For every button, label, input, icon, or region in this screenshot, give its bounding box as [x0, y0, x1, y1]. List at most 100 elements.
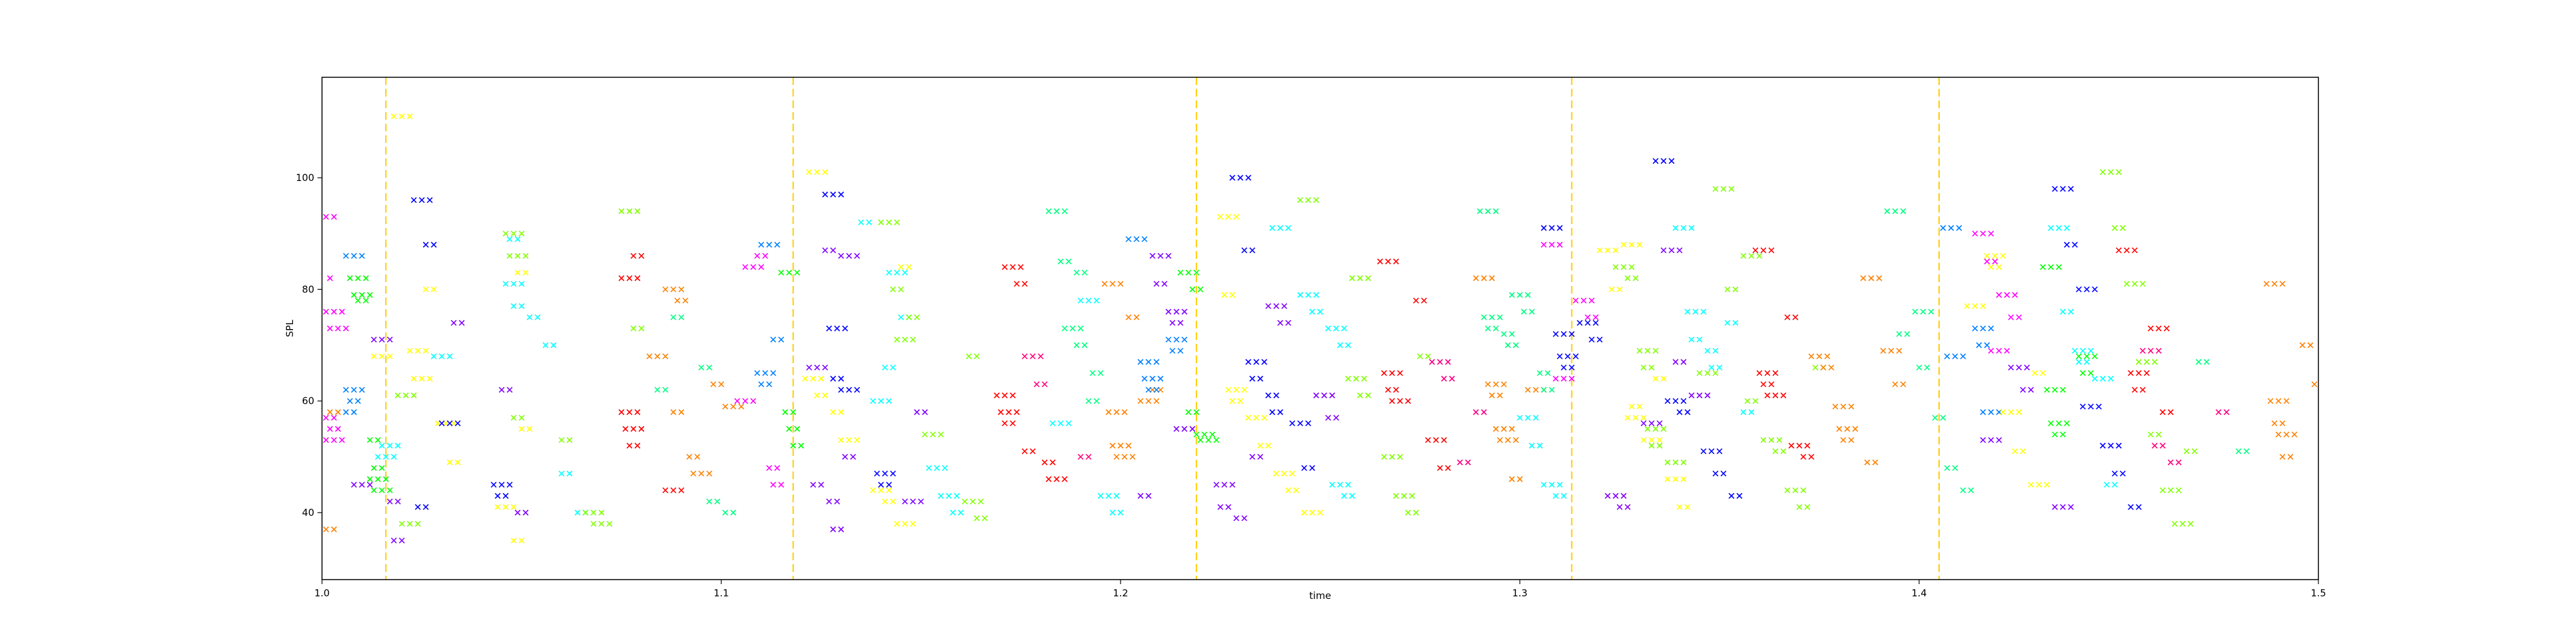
- data-point-30-15: [1321, 392, 1327, 399]
- data-point-23-9: [1110, 509, 1116, 516]
- data-point-13-9: [778, 336, 784, 343]
- data-point-7-8: [446, 353, 453, 359]
- data-point-17-7: [822, 365, 828, 371]
- data-point-14-0: [778, 269, 784, 276]
- data-point-40-11: [1629, 403, 1635, 410]
- data-point-56-3: [2112, 225, 2118, 231]
- data-point-40-8: [1624, 415, 1631, 421]
- data-point-34-7: [1473, 409, 1479, 415]
- data-point-56-16: [2172, 520, 2178, 527]
- data-point-53-7: [2056, 420, 2062, 426]
- data-point-38-10: [1569, 365, 1575, 371]
- data-point-47-11: [1840, 437, 1846, 443]
- data-point-24-7: [1117, 442, 1124, 449]
- data-point-24-14: [1137, 398, 1144, 404]
- data-point-49-6: [1972, 325, 1978, 332]
- data-point-42-7: [1656, 420, 1663, 426]
- data-point-56-18: [2188, 520, 2194, 527]
- data-point-3-3: [351, 292, 357, 298]
- data-point-39-9: [1584, 314, 1591, 321]
- data-point-44-9: [1712, 348, 1719, 354]
- data-point-59-3: [2268, 398, 2274, 404]
- data-point-53-12: [2083, 353, 2090, 359]
- data-point-45-14: [1780, 448, 1786, 455]
- data-point-43-10: [1716, 448, 1723, 455]
- data-point-48-3: [1896, 331, 1902, 337]
- data-point-28-5: [1225, 386, 1231, 393]
- data-point-15-10: [838, 437, 844, 443]
- data-point-51-11: [2012, 448, 2018, 455]
- data-point-48-5: [1912, 308, 1918, 315]
- data-point-50-5: [1988, 348, 1994, 354]
- data-point-45-0: [1712, 185, 1719, 192]
- data-point-38-11: [1577, 319, 1583, 326]
- data-point-4-25: [522, 269, 529, 276]
- data-point-33-16: [1437, 465, 1443, 471]
- data-point-0-3: [323, 308, 329, 315]
- data-point-7-22: [574, 509, 581, 516]
- data-point-54-1: [2060, 185, 2066, 192]
- data-point-11-4: [706, 498, 712, 505]
- data-point-19-6: [914, 314, 920, 321]
- data-point-46-17: [1808, 453, 1815, 460]
- data-point-59-10: [2291, 431, 2298, 438]
- data-point-3-6: [355, 298, 361, 304]
- data-point-7-20: [558, 470, 565, 477]
- data-point-38-12: [1584, 319, 1591, 326]
- data-point-7-1: [386, 442, 393, 449]
- data-point-30-6: [1241, 515, 1247, 522]
- data-point-47-19: [1888, 348, 1895, 354]
- data-point-5-8: [446, 420, 453, 426]
- data-point-37-5: [1540, 482, 1547, 488]
- data-point-47-14: [1868, 275, 1875, 281]
- data-point-8-6: [502, 231, 509, 237]
- data-point-23-2: [1065, 420, 1072, 426]
- data-point-19-15: [978, 498, 984, 505]
- data-point-45-18: [1796, 504, 1803, 510]
- data-point-28-8: [1229, 398, 1236, 404]
- data-point-29-8: [1249, 375, 1256, 382]
- data-point-5-0: [411, 197, 417, 204]
- data-point-46-3: [1756, 370, 1763, 376]
- data-point-28-15: [1273, 470, 1280, 477]
- data-point-15-6: [814, 392, 820, 399]
- data-point-33-5: [1397, 370, 1403, 376]
- data-point-28-3: [1221, 292, 1227, 298]
- data-point-31-4: [1305, 292, 1311, 298]
- data-point-33-11: [1413, 298, 1419, 304]
- data-point-15-17: [890, 498, 896, 505]
- data-point-17-6: [814, 365, 820, 371]
- data-point-57-1: [2123, 247, 2130, 254]
- data-point-29-15: [1297, 420, 1303, 426]
- data-point-10-8: [670, 409, 677, 415]
- data-point-41-18: [1696, 370, 1703, 376]
- data-point-52-9: [2060, 504, 2066, 510]
- data-point-18-10: [882, 365, 888, 371]
- data-point-7-11: [502, 281, 509, 287]
- data-point-29-6: [1253, 359, 1260, 365]
- data-point-34-5: [1457, 459, 1463, 466]
- data-point-42-1: [1613, 493, 1619, 499]
- data-point-42-11: [1672, 359, 1679, 365]
- data-point-12-4: [762, 252, 768, 259]
- data-point-58-7: [2215, 409, 2222, 415]
- data-point-44-3: [1684, 308, 1690, 315]
- data-point-37-1: [1524, 415, 1531, 421]
- data-point-43-9: [1709, 448, 1715, 455]
- data-point-16-13: [890, 470, 896, 477]
- data-point-18-13: [934, 465, 940, 471]
- data-point-35-0: [1473, 275, 1479, 281]
- data-point-49-10: [1984, 342, 1990, 348]
- data-point-2-1: [351, 252, 357, 259]
- data-point-43-13: [1728, 493, 1735, 499]
- data-point-6-3: [371, 336, 377, 343]
- data-point-25-8: [1157, 375, 1164, 382]
- data-point-16-0: [822, 191, 828, 198]
- data-point-5-3: [422, 242, 429, 248]
- data-point-42-3: [1616, 504, 1623, 510]
- y-tick-label-0: 40: [302, 507, 314, 518]
- data-point-47-9: [1844, 426, 1850, 432]
- data-point-27-5: [1193, 431, 1200, 438]
- data-point-8-22: [618, 208, 625, 214]
- data-point-24-3: [1105, 409, 1112, 415]
